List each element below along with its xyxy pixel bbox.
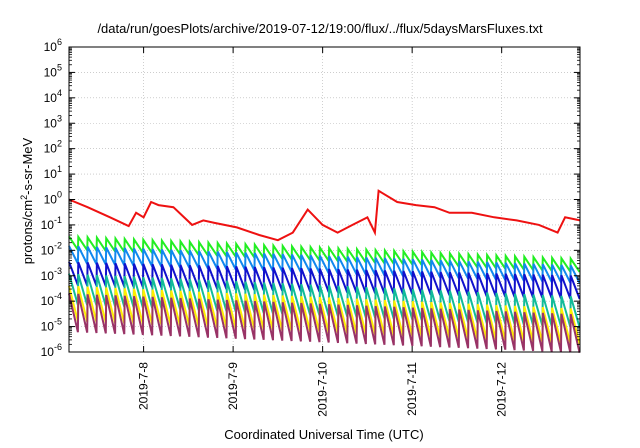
series-line-4 <box>68 261 581 300</box>
x-tick-label: 2019-7-9 <box>226 362 240 410</box>
y-axis-label: protons/cm2-s-sr-MeV <box>19 137 35 264</box>
series-line-1 <box>68 189 581 242</box>
x-tick-label: 2019-7-11 <box>405 362 419 416</box>
y-tick-label: 101 <box>44 164 62 181</box>
x-tick-label: 2019-7-12 <box>495 362 509 417</box>
series-line-2 <box>68 233 581 275</box>
y-tick-label: 106 <box>44 37 62 54</box>
chart-title: /data/run/goesPlots/archive/2019-07-12/1… <box>97 21 543 36</box>
ticks: 10-6 10-5 10-4 10-3 10-2 10-1 100 101 102 103 104 1… <box>41 37 580 417</box>
series-line-7 <box>68 293 581 354</box>
series-line-6 <box>68 285 581 345</box>
y-tick-label: 102 <box>44 139 62 156</box>
x-tick-label: 2019-7-10 <box>316 362 330 417</box>
y-tick-label: 10-4 <box>41 291 62 308</box>
y-tick-label: 100 <box>44 190 62 207</box>
series-line-5 <box>68 273 581 328</box>
series-line-3 <box>68 245 581 284</box>
y-tick-label: 10-3 <box>41 266 62 283</box>
x-tick-label: 2019-7-8 <box>137 362 151 410</box>
y-tick-label: 104 <box>44 88 62 105</box>
x-axis-label: Coordinated Universal Time (UTC) <box>224 427 423 442</box>
y-tick-label: 10-2 <box>41 240 62 257</box>
y-tick-label: 103 <box>44 113 62 130</box>
series-group <box>68 189 581 354</box>
y-tick-label: 10-5 <box>41 317 62 334</box>
y-tick-label: 105 <box>44 62 62 79</box>
y-tick-label: 10-6 <box>41 342 62 359</box>
y-tick-label: 10-1 <box>41 215 62 232</box>
